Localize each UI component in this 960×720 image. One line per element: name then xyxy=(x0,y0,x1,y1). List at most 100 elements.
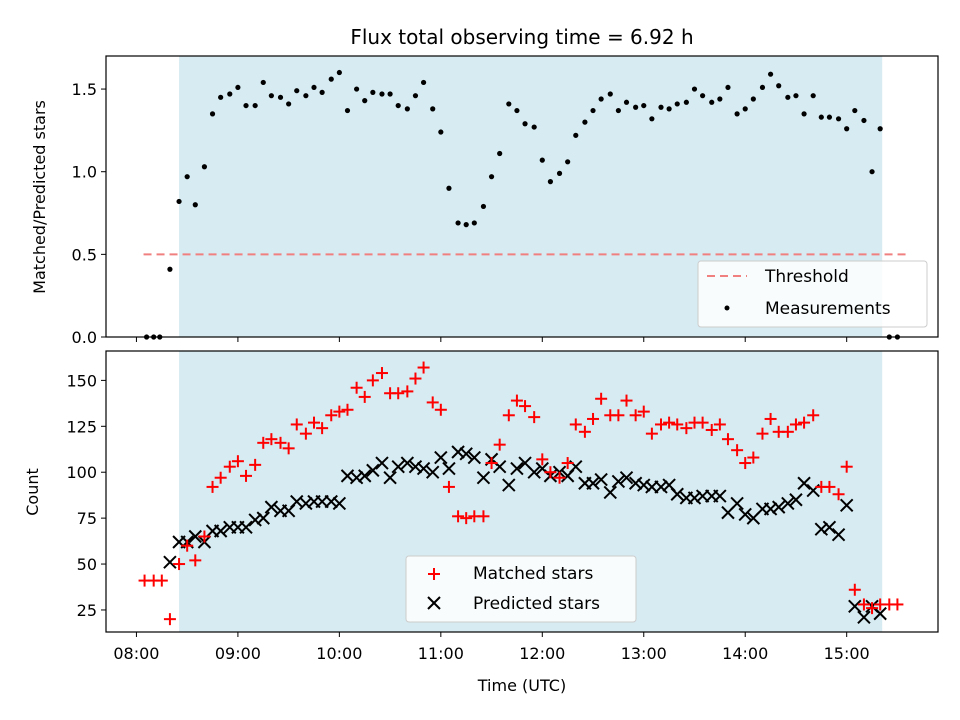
measurement-point xyxy=(819,115,824,120)
measurement-point xyxy=(532,124,537,129)
measurement-point xyxy=(751,96,756,101)
predicted-star-point xyxy=(164,556,176,568)
measurement-point xyxy=(253,103,258,108)
measurement-point xyxy=(379,91,384,96)
measurement-point xyxy=(616,108,621,113)
measurement-point xyxy=(329,77,334,82)
measurement-point xyxy=(210,111,215,116)
measurement-point xyxy=(667,106,672,111)
top-y-tick-label: 1.0 xyxy=(72,163,97,182)
measurement-point xyxy=(608,91,613,96)
measurement-point xyxy=(185,174,190,179)
measurement-point xyxy=(649,116,654,121)
bottom-y-tick-label: 100 xyxy=(66,463,97,482)
x-tick-label: 09:00 xyxy=(215,644,261,663)
measurement-point xyxy=(590,108,595,113)
measurement-point xyxy=(489,174,494,179)
measurement-point xyxy=(446,186,451,191)
legend-measurements-swatch xyxy=(725,306,730,311)
measurement-point xyxy=(725,85,730,90)
measurement-point xyxy=(370,90,375,95)
measurement-point xyxy=(345,108,350,113)
measurement-point xyxy=(717,96,722,101)
bottom-y-tick-label: 150 xyxy=(66,371,97,390)
top-panel: 0.00.51.01.5 Matched/Predicted stars Thr… xyxy=(30,56,938,347)
bottom-legend: Matched stars Predicted stars xyxy=(406,556,636,622)
x-axis-label: Time (UTC) xyxy=(477,676,566,695)
measurement-point xyxy=(430,106,435,111)
measurement-point xyxy=(557,171,562,176)
matched-star-point xyxy=(156,575,168,587)
measurement-point xyxy=(811,93,816,98)
measurement-point xyxy=(582,120,587,125)
measurement-point xyxy=(735,111,740,116)
measurement-point xyxy=(565,159,570,164)
measurement-point xyxy=(776,83,781,88)
measurement-point xyxy=(235,85,240,90)
measurement-point xyxy=(684,100,689,105)
measurement-point xyxy=(793,93,798,98)
measurement-point xyxy=(540,158,545,163)
top-y-tick-label: 0.0 xyxy=(72,328,97,347)
measurement-point xyxy=(658,105,663,110)
measurement-point xyxy=(861,118,866,123)
measurement-point xyxy=(869,169,874,174)
legend-measurements-label: Measurements xyxy=(765,299,891,319)
measurement-point xyxy=(573,133,578,138)
measurement-point xyxy=(852,108,857,113)
measurement-point xyxy=(641,103,646,108)
measurement-point xyxy=(700,93,705,98)
measurement-point xyxy=(472,220,477,225)
measurement-point xyxy=(227,91,232,96)
measurement-point xyxy=(464,222,469,227)
measurement-point xyxy=(193,202,198,207)
top-y-ticks: 0.00.51.01.5 xyxy=(72,80,106,347)
measurement-point xyxy=(522,121,527,126)
measurement-point xyxy=(421,80,426,85)
measurement-point xyxy=(286,101,291,106)
measurement-point xyxy=(743,106,748,111)
x-tick-label: 12:00 xyxy=(519,644,565,663)
top-x-ticks xyxy=(136,337,846,342)
bottom-y-tick-label: 75 xyxy=(77,509,97,528)
measurement-point xyxy=(438,129,443,134)
measurement-point xyxy=(675,101,680,106)
measurement-point xyxy=(218,95,223,100)
x-tick-label: 10:00 xyxy=(316,644,362,663)
measurement-point xyxy=(278,95,283,100)
measurement-point xyxy=(624,100,629,105)
bottom-y-axis-label: Count xyxy=(23,468,42,516)
measurement-point xyxy=(176,199,181,204)
measurement-point xyxy=(413,93,418,98)
bottom-y-tick-label: 50 xyxy=(77,555,97,574)
measurement-point xyxy=(709,100,714,105)
x-tick-label: 08:00 xyxy=(113,644,159,663)
measurement-point xyxy=(311,85,316,90)
measurement-point xyxy=(760,85,765,90)
measurement-point xyxy=(362,98,367,103)
measurement-point xyxy=(801,111,806,116)
figure: Flux total observing time = 6.92 h 0.00.… xyxy=(0,0,960,720)
measurement-point xyxy=(506,101,511,106)
bottom-panel: 255075100125150 08:0009:0010:0011:0012:0… xyxy=(23,351,938,695)
measurement-point xyxy=(243,103,248,108)
bottom-y-ticks: 255075100125150 xyxy=(66,371,106,620)
measurement-point xyxy=(396,103,401,108)
bottom-x-ticks: 08:0009:0010:0011:0012:0013:0014:0015:00 xyxy=(113,632,869,663)
matched-star-point xyxy=(891,598,903,610)
measurement-point xyxy=(785,95,790,100)
measurement-point xyxy=(844,126,849,131)
measurement-point xyxy=(827,115,832,120)
x-tick-label: 15:00 xyxy=(824,644,870,663)
matched-star-point xyxy=(164,613,176,625)
measurement-point xyxy=(878,126,883,131)
measurement-point xyxy=(455,220,460,225)
legend-predicted-label: Predicted stars xyxy=(473,594,600,614)
measurement-point xyxy=(261,80,266,85)
measurement-point xyxy=(269,93,274,98)
measurement-point xyxy=(387,91,392,96)
measurement-point xyxy=(768,72,773,77)
measurement-point xyxy=(497,151,502,156)
x-tick-label: 13:00 xyxy=(621,644,667,663)
x-tick-label: 14:00 xyxy=(722,644,768,663)
